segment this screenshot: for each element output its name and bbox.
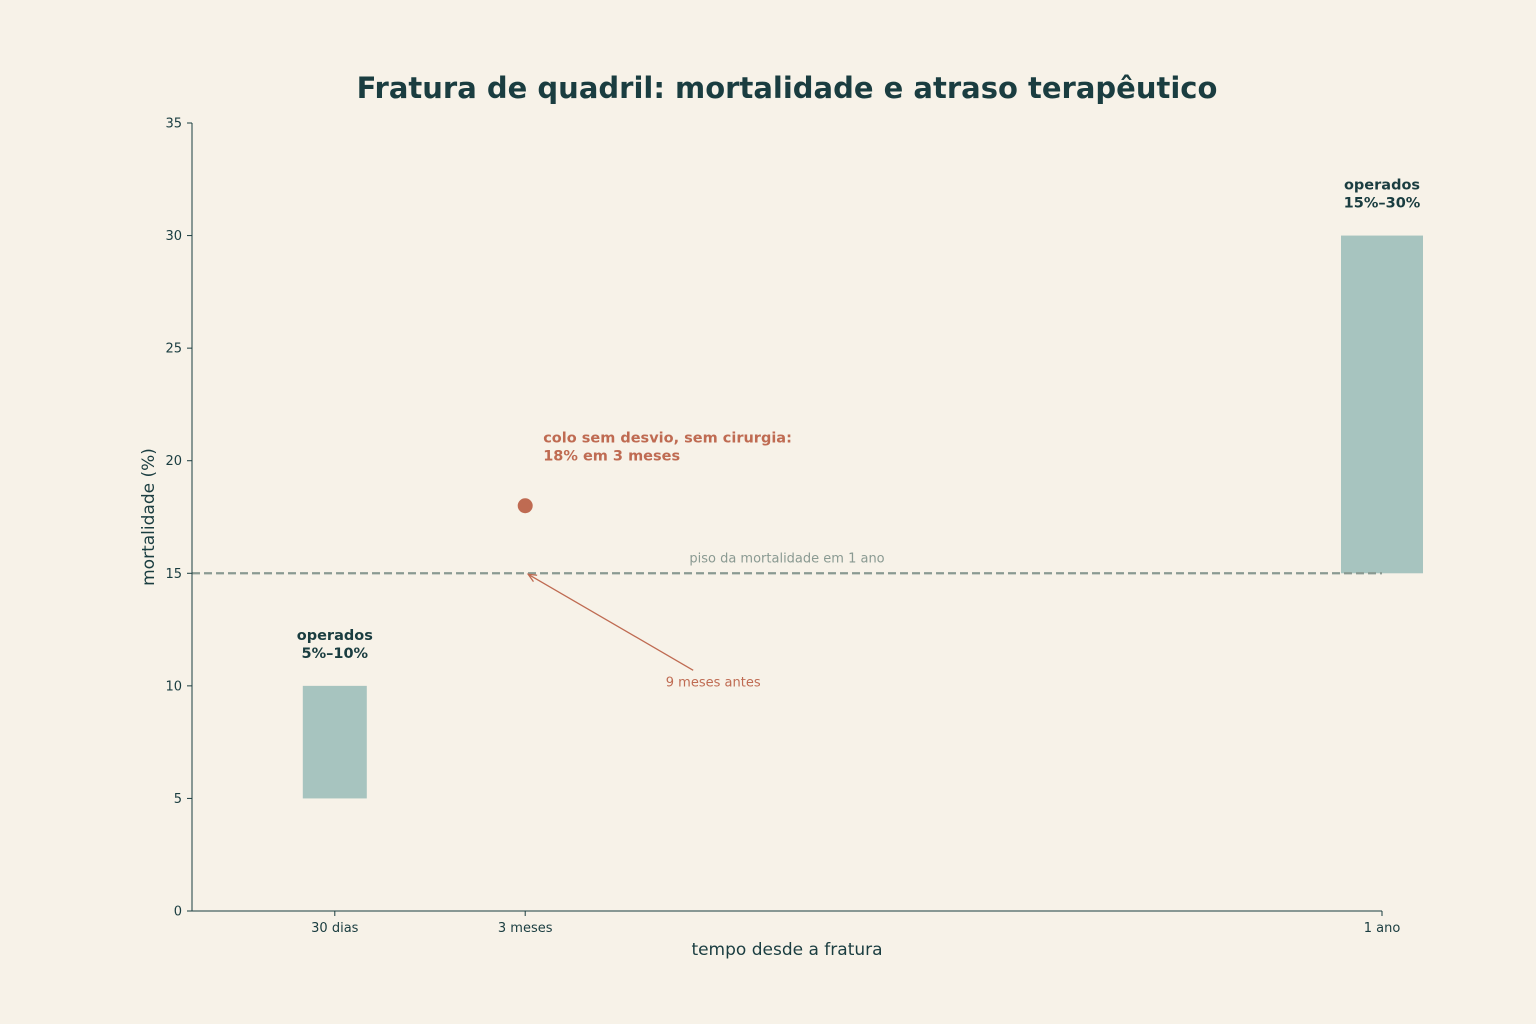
data-point bbox=[517, 498, 533, 514]
y-tick-label: 25 bbox=[165, 342, 182, 357]
annotation-arrow-head bbox=[526, 573, 538, 582]
y-tick-label: 10 bbox=[165, 679, 182, 694]
bar-label-line1: operados bbox=[1344, 178, 1420, 194]
y-tick-label: 15 bbox=[165, 567, 182, 582]
bar-label-line2: 15%–30% bbox=[1344, 196, 1421, 212]
range-bar bbox=[302, 685, 367, 799]
reference-line-label: piso da mortalidade em 1 ano bbox=[689, 551, 884, 566]
range-bar bbox=[1341, 235, 1423, 574]
y-axis-label: mortalidade (%) bbox=[139, 448, 159, 586]
y-tick-label: 5 bbox=[174, 792, 182, 807]
x-tick-label: 30 dias bbox=[311, 921, 359, 936]
x-axis-label: tempo desde a fratura bbox=[691, 940, 882, 960]
bar-label-line1: operados bbox=[297, 628, 373, 644]
bar-label-line2: 5%–10% bbox=[302, 646, 369, 662]
point-label-line1: colo sem desvio, sem cirurgia: bbox=[543, 431, 792, 447]
point-layer bbox=[517, 498, 533, 514]
y-tick-label: 30 bbox=[165, 229, 182, 244]
point-label-line2: 18% em 3 meses bbox=[543, 449, 680, 465]
x-ticks: 30 dias 3 meses 1 ano bbox=[311, 911, 1400, 936]
chart-title: Fratura de quadril: mortalidade e atraso… bbox=[357, 71, 1218, 105]
annotation-arrow-label: 9 meses antes bbox=[666, 675, 761, 690]
y-tick-label: 35 bbox=[165, 117, 182, 132]
y-tick-label: 0 bbox=[174, 905, 182, 920]
y-tick-label: 20 bbox=[165, 454, 182, 469]
x-tick-label: 3 meses bbox=[498, 921, 553, 936]
y-ticks: 0 5 10 15 20 25 30 35 bbox=[165, 117, 192, 920]
annotation-layer: operados 5%–10% operados 15%–30% colo sem de… bbox=[297, 178, 1421, 691]
bars-layer bbox=[302, 235, 1423, 799]
reference-layer: piso da mortalidade em 1 ano bbox=[192, 551, 1382, 575]
annotation-arrow-line bbox=[527, 573, 694, 671]
x-tick-label: 1 ano bbox=[1364, 921, 1401, 936]
